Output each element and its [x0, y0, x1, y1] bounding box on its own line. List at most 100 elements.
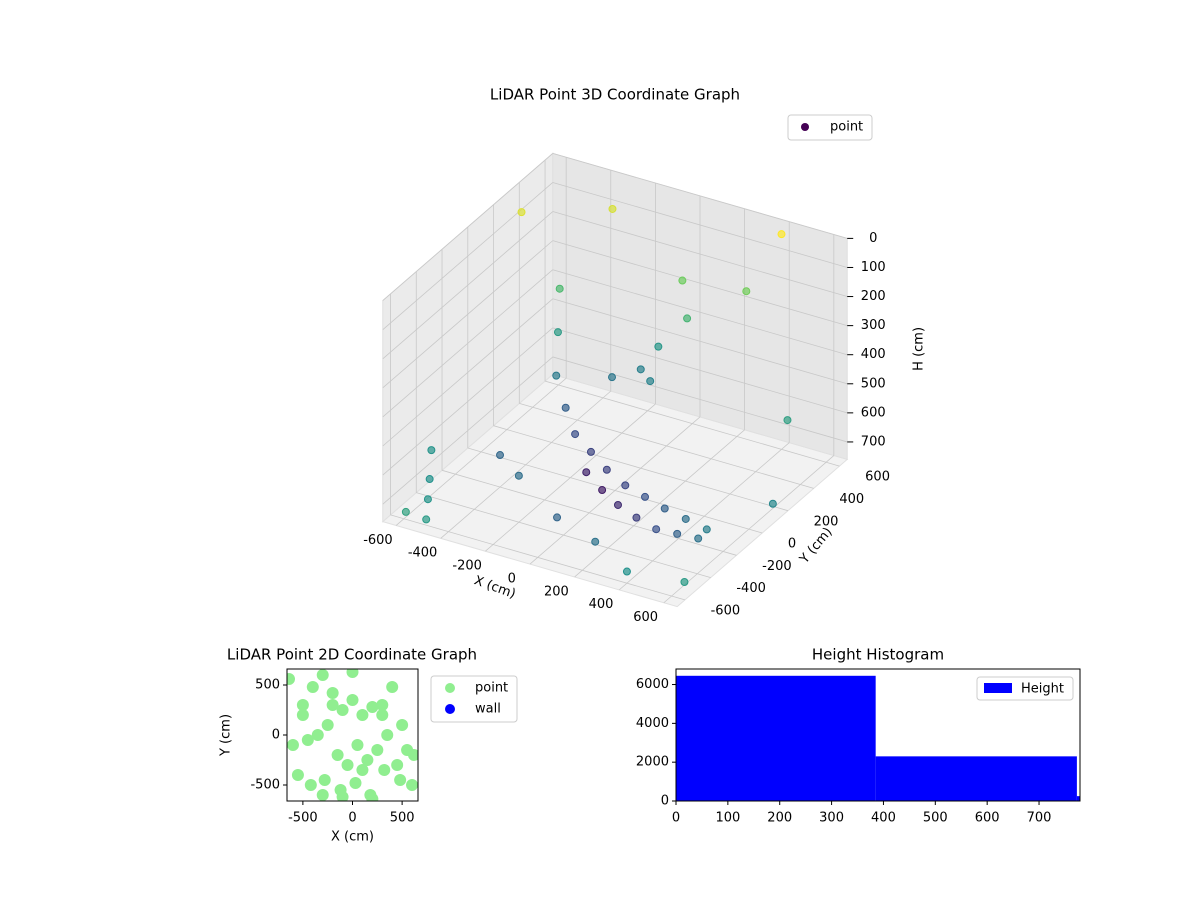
point [582, 468, 591, 477]
point [304, 779, 317, 791]
point [296, 699, 309, 711]
y-tick-label: 0 [272, 728, 280, 743]
point [376, 709, 389, 721]
y-tick-label: 0 [788, 537, 796, 552]
point [394, 774, 407, 786]
z-tick-label: 500 [861, 376, 886, 391]
point [396, 719, 409, 731]
legend-box [976, 676, 1074, 701]
grid-line [552, 298, 848, 385]
x-tick-label: 600 [633, 610, 658, 625]
point [602, 465, 611, 474]
point [287, 673, 295, 685]
grid-line [552, 182, 848, 268]
point [591, 537, 600, 546]
z-tick-label: 100 [861, 260, 886, 275]
grid-line [552, 327, 848, 414]
point [425, 475, 434, 484]
point [423, 495, 432, 504]
point [742, 287, 751, 296]
point [683, 314, 692, 323]
y-tick-label: 6000 [636, 677, 669, 692]
legend-patch [984, 683, 1012, 693]
point [306, 681, 319, 693]
y-tick-label: 4000 [636, 716, 669, 731]
point [316, 789, 329, 801]
chart-title: LiDAR Point 2D Coordinate Graph [227, 646, 477, 664]
point [632, 513, 641, 522]
y-tick-label: -500 [250, 778, 280, 793]
point [552, 371, 561, 380]
bar [1076, 796, 1080, 801]
x-tick-label: -200 [452, 559, 482, 574]
point [783, 416, 792, 425]
x-tick-label: 700 [1027, 811, 1052, 826]
legend-label: wall [475, 702, 501, 717]
points [401, 204, 792, 586]
point [517, 208, 526, 217]
point [386, 681, 399, 693]
point [422, 515, 431, 524]
point [287, 739, 299, 751]
point [326, 687, 339, 699]
y-tick-label: -600 [711, 604, 741, 619]
point [356, 764, 369, 776]
grid-line [552, 211, 848, 297]
grid-line [544, 380, 840, 467]
legend-marker [801, 123, 809, 131]
y-tick-label: -400 [736, 581, 766, 596]
point [391, 759, 404, 771]
point [296, 709, 309, 721]
point [571, 430, 580, 439]
grid-line [552, 153, 848, 239]
grid-line [382, 211, 554, 360]
point [321, 719, 334, 731]
y-tick-label: 200 [814, 514, 839, 529]
y-tick-label: 500 [255, 678, 280, 693]
chart-title: Height Histogram [812, 646, 944, 664]
point [316, 669, 329, 681]
point [608, 373, 617, 382]
point [678, 276, 687, 285]
point [673, 529, 682, 538]
y-tick-label: 0 [661, 794, 669, 809]
point [336, 791, 349, 801]
point [356, 709, 369, 721]
point [371, 744, 384, 756]
point [366, 793, 379, 801]
z-tick-label: 600 [861, 405, 886, 420]
point [553, 328, 562, 337]
x-tick-label: 300 [819, 811, 844, 826]
point [331, 749, 344, 761]
point [514, 471, 523, 480]
point [622, 567, 631, 576]
point [608, 204, 617, 213]
grid-line [552, 356, 848, 443]
point [660, 504, 669, 513]
grid-line [467, 447, 763, 534]
point [681, 514, 690, 523]
point [318, 774, 331, 786]
point [496, 451, 505, 460]
point [768, 499, 777, 508]
bar [875, 756, 1077, 801]
grid-line [382, 182, 554, 330]
point [381, 729, 394, 741]
legend-label: point [475, 681, 508, 696]
point [361, 754, 374, 766]
z-tick-label: 0 [869, 231, 877, 246]
y-tick-label: 2000 [636, 755, 669, 770]
point [376, 699, 389, 711]
point [598, 486, 607, 495]
points [287, 669, 418, 801]
grid-line [441, 469, 737, 556]
point [366, 701, 379, 713]
point [311, 729, 324, 741]
x-axis-label: X (cm) [331, 830, 374, 845]
legend-marker [445, 704, 455, 714]
grid-line [382, 356, 554, 505]
z-axis-label: H (cm) [912, 327, 927, 371]
y-axis-label: Y (cm) [219, 714, 234, 757]
grid-line [552, 269, 848, 356]
x-tick-label: -600 [363, 533, 393, 548]
